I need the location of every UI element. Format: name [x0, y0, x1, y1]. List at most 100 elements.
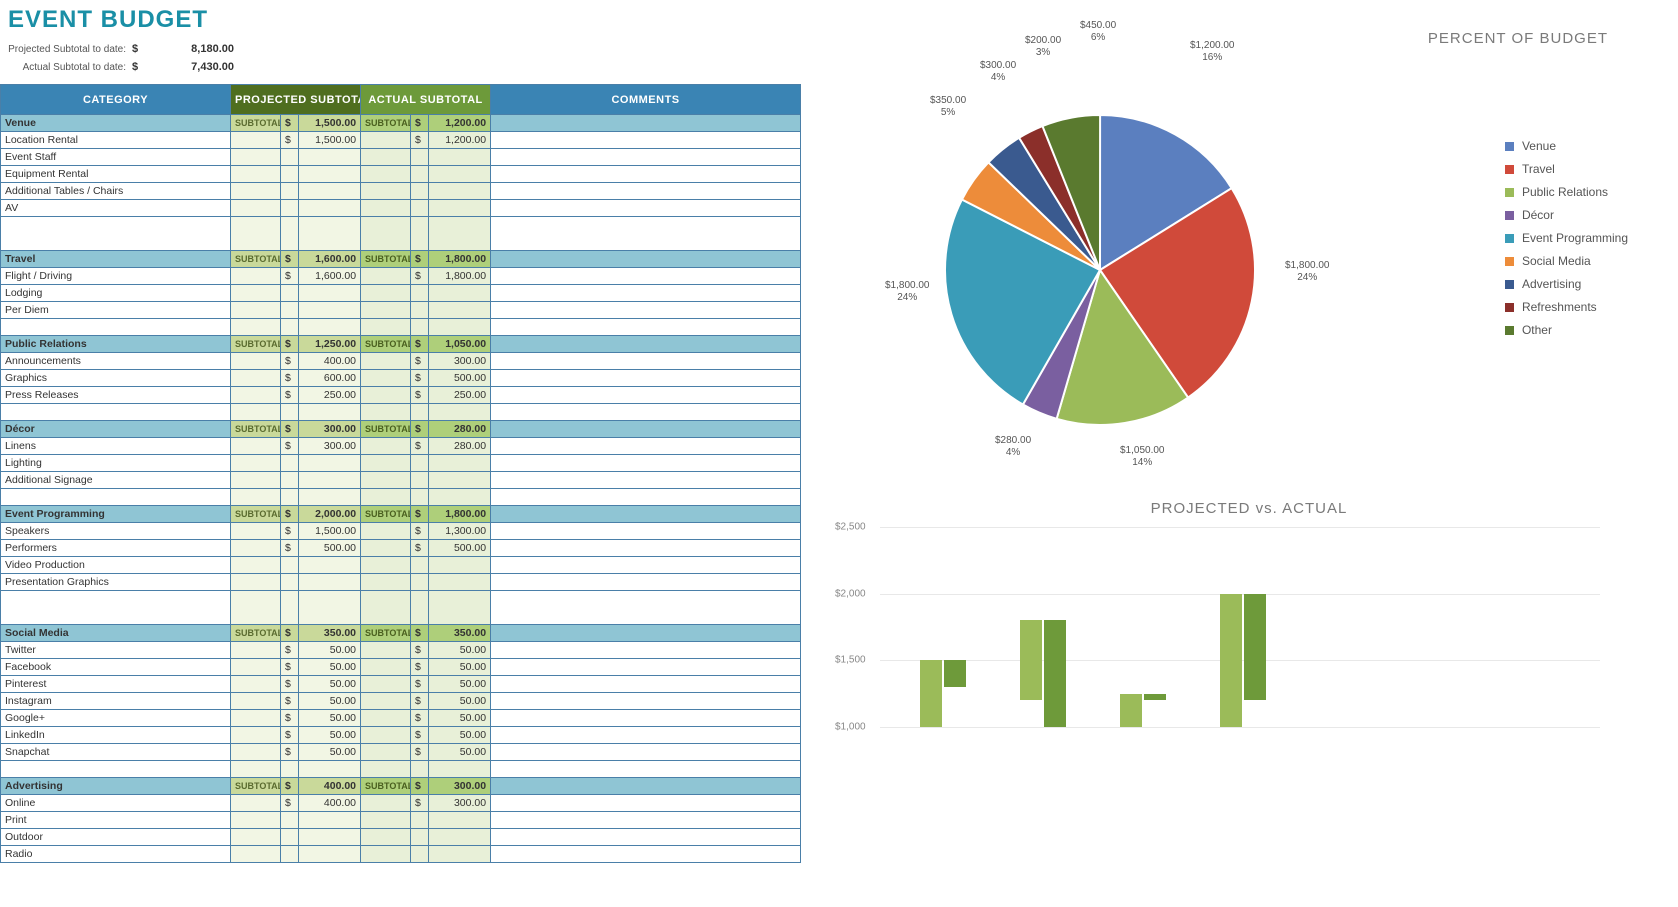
cell[interactable] [429, 608, 491, 625]
cell[interactable] [361, 761, 411, 778]
group-comment[interactable] [491, 506, 801, 523]
item-actual[interactable]: 300.00 [429, 353, 491, 370]
cell[interactable] [429, 489, 491, 506]
cell[interactable] [231, 676, 281, 693]
cell[interactable] [299, 761, 361, 778]
item-name[interactable]: Lodging [1, 285, 231, 302]
cell[interactable] [361, 268, 411, 285]
cell[interactable] [491, 319, 801, 336]
cell[interactable] [491, 404, 801, 421]
cell[interactable] [361, 234, 411, 251]
cell[interactable] [361, 693, 411, 710]
item-name[interactable]: Twitter [1, 642, 231, 659]
item-projected[interactable]: 1,500.00 [299, 523, 361, 540]
cell[interactable] [231, 710, 281, 727]
cell[interactable] [231, 829, 281, 846]
cell[interactable] [361, 557, 411, 574]
item-projected[interactable] [299, 829, 361, 846]
item-projected[interactable]: 400.00 [299, 795, 361, 812]
cell[interactable] [411, 234, 429, 251]
cell[interactable] [299, 404, 361, 421]
item-projected[interactable]: 50.00 [299, 727, 361, 744]
cell[interactable] [361, 489, 411, 506]
cell[interactable] [281, 761, 299, 778]
item-name[interactable]: Video Production [1, 557, 231, 574]
item-projected[interactable] [299, 472, 361, 489]
cell[interactable] [361, 523, 411, 540]
item-name[interactable]: Flight / Driving [1, 268, 231, 285]
cell[interactable] [411, 404, 429, 421]
group-name[interactable]: Public Relations [1, 336, 231, 353]
group-actual[interactable]: 1,050.00 [429, 336, 491, 353]
cell[interactable] [361, 659, 411, 676]
item-actual[interactable]: 500.00 [429, 370, 491, 387]
item-name[interactable]: Online [1, 795, 231, 812]
item-projected[interactable] [299, 302, 361, 319]
cell[interactable] [231, 727, 281, 744]
cell[interactable] [361, 285, 411, 302]
cell[interactable] [361, 149, 411, 166]
cell[interactable] [361, 574, 411, 591]
item-comment[interactable] [491, 472, 801, 489]
cell[interactable] [231, 166, 281, 183]
item-name[interactable]: Event Staff [1, 149, 231, 166]
cell[interactable] [361, 608, 411, 625]
item-projected[interactable]: 50.00 [299, 710, 361, 727]
cell[interactable] [491, 608, 801, 625]
cell[interactable] [231, 217, 281, 234]
cell[interactable] [231, 149, 281, 166]
item-comment[interactable] [491, 132, 801, 149]
cell[interactable] [281, 234, 299, 251]
item-comment[interactable] [491, 149, 801, 166]
item-comment[interactable] [491, 438, 801, 455]
item-name[interactable]: Equipment Rental [1, 166, 231, 183]
cell[interactable] [491, 761, 801, 778]
group-actual[interactable]: 350.00 [429, 625, 491, 642]
cell[interactable] [361, 472, 411, 489]
cell[interactable] [231, 795, 281, 812]
cell[interactable] [491, 591, 801, 608]
cell[interactable] [411, 217, 429, 234]
item-comment[interactable] [491, 829, 801, 846]
item-name[interactable]: AV [1, 200, 231, 217]
item-name[interactable]: Additional Tables / Chairs [1, 183, 231, 200]
item-projected[interactable]: 50.00 [299, 642, 361, 659]
cell[interactable] [231, 183, 281, 200]
cell[interactable] [231, 540, 281, 557]
cell[interactable] [1, 591, 231, 608]
item-comment[interactable] [491, 846, 801, 863]
cell[interactable] [491, 489, 801, 506]
item-comment[interactable] [491, 370, 801, 387]
cell[interactable] [1, 234, 231, 251]
cell[interactable] [429, 761, 491, 778]
item-actual[interactable]: 50.00 [429, 642, 491, 659]
item-comment[interactable] [491, 302, 801, 319]
item-actual[interactable] [429, 166, 491, 183]
item-name[interactable]: Speakers [1, 523, 231, 540]
item-actual[interactable] [429, 183, 491, 200]
item-actual[interactable] [429, 829, 491, 846]
cell[interactable] [231, 302, 281, 319]
cell[interactable] [361, 302, 411, 319]
item-projected[interactable]: 50.00 [299, 693, 361, 710]
cell[interactable] [231, 761, 281, 778]
cell[interactable] [491, 217, 801, 234]
item-comment[interactable] [491, 557, 801, 574]
item-projected[interactable] [299, 574, 361, 591]
item-projected[interactable]: 400.00 [299, 353, 361, 370]
cell[interactable] [231, 387, 281, 404]
item-comment[interactable] [491, 523, 801, 540]
group-name[interactable]: Social Media [1, 625, 231, 642]
cell[interactable] [361, 387, 411, 404]
item-projected[interactable]: 250.00 [299, 387, 361, 404]
item-comment[interactable] [491, 710, 801, 727]
cell[interactable] [361, 404, 411, 421]
cell[interactable] [231, 557, 281, 574]
cell[interactable] [299, 234, 361, 251]
cell[interactable] [231, 574, 281, 591]
item-comment[interactable] [491, 200, 801, 217]
cell[interactable] [281, 591, 299, 608]
item-projected[interactable]: 1,600.00 [299, 268, 361, 285]
cell[interactable] [231, 472, 281, 489]
item-name[interactable]: Press Releases [1, 387, 231, 404]
